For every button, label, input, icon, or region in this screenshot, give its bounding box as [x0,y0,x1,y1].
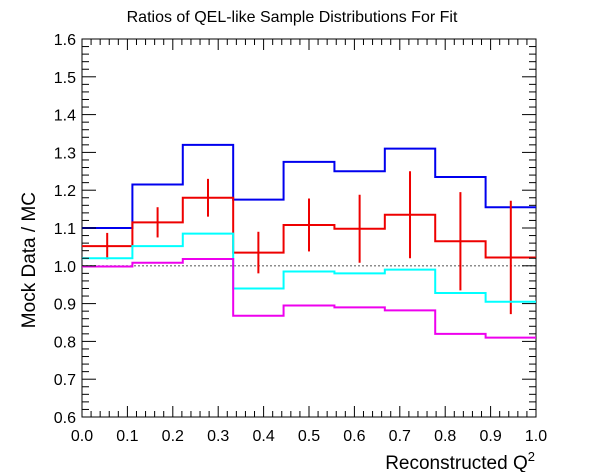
y-tick-label: 0.9 [54,297,76,314]
y-tick-label: 1.5 [54,70,76,87]
x-tick-label: 0.1 [116,428,138,445]
y-tick-label: 0.6 [54,410,76,427]
y-tick-label: 1.0 [54,259,76,276]
series-2-line [82,232,536,303]
y-tick-label: 1.3 [54,145,76,162]
y-tick-label: 0.7 [54,372,76,389]
y-tick-label: 0.8 [54,334,76,351]
y-axis-label: Mock Data / MC [19,192,40,328]
chart-title: Ratios of QEL-like Sample Distributions … [127,9,458,26]
x-axis-label-text: Reconstructed Q [385,453,528,472]
y-tick-label: 1.1 [54,221,76,238]
series-0-line [82,143,536,229]
y-tick-label: 1.2 [54,183,76,200]
x-axis-label: Reconstructed Q2 [385,449,535,472]
x-axis-label-superscript: 2 [528,449,535,464]
series-3-line [82,257,536,339]
x-tick-label: 0.9 [479,428,501,445]
x-tick-label: 0.6 [343,428,365,445]
x-tick-label: 1.0 [525,428,547,445]
x-tick-label: 0.7 [389,428,411,445]
x-tick-label: 0.5 [298,428,320,445]
x-tick-label: 0.3 [207,428,229,445]
x-tick-label: 0.4 [252,428,274,445]
y-tick-label: 1.4 [54,108,76,125]
x-tick-label: 0.0 [71,428,93,445]
y-tick-label: 1.6 [54,32,76,49]
x-tick-label: 0.2 [162,428,184,445]
x-tick-label: 0.8 [434,428,456,445]
